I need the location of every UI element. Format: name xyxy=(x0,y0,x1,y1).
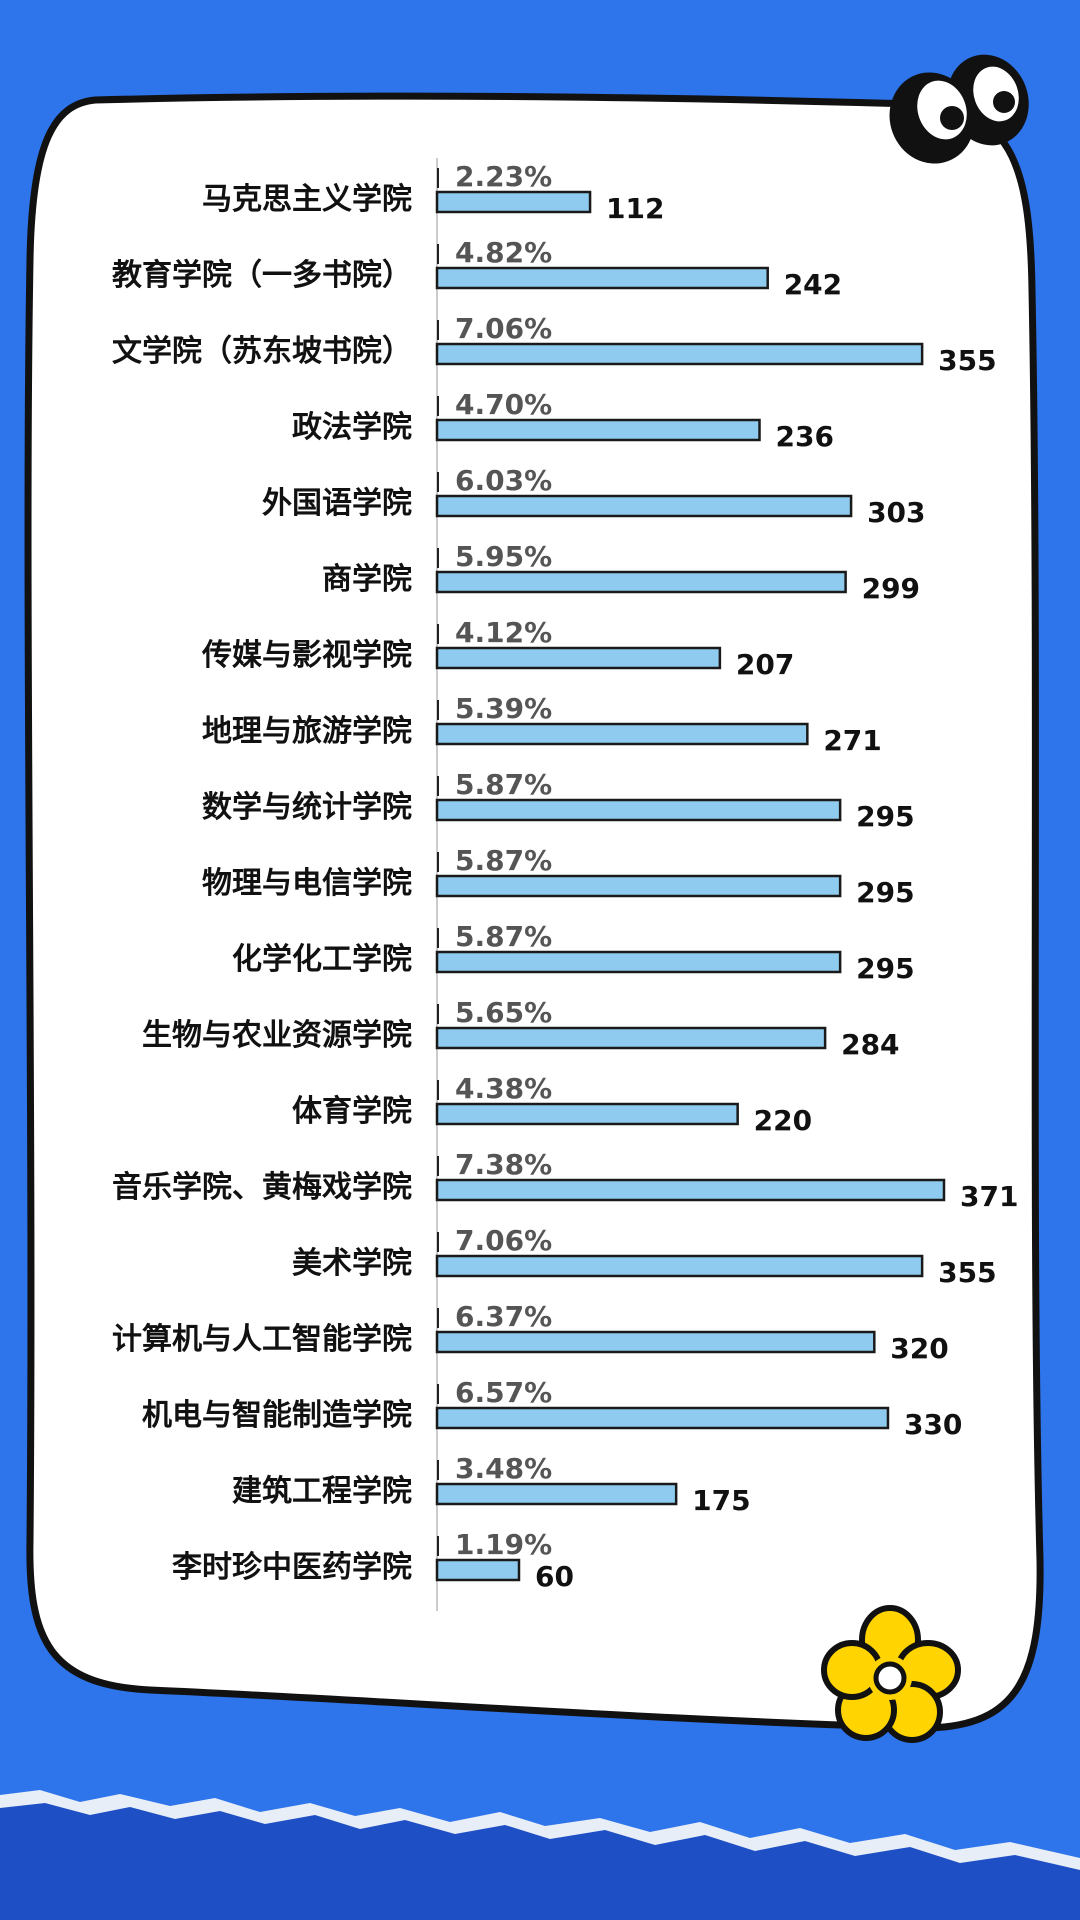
value-label: 220 xyxy=(754,1104,812,1137)
category-label: 李时珍中医药学院 xyxy=(172,1550,412,1585)
percentage-label: 6.57% xyxy=(455,1376,552,1409)
bar xyxy=(435,646,722,670)
value-label: 303 xyxy=(867,496,925,529)
percentage-label: 6.03% xyxy=(455,464,552,497)
bottom-band xyxy=(0,1803,1080,1920)
percentage-label: 5.65% xyxy=(455,996,552,1029)
value-label: 284 xyxy=(841,1028,899,1061)
bar xyxy=(435,950,842,974)
category-label: 音乐学院、黄梅戏学院 xyxy=(112,1170,412,1205)
value-label: 320 xyxy=(890,1332,948,1365)
category-label: 马克思主义学院 xyxy=(202,182,412,217)
bars-group: 马克思主义学院 2.23% 112 教育学院（一多书院） 4.82% 242 文学院（苏东坡… xyxy=(112,160,1018,1593)
value-label: 242 xyxy=(784,268,842,301)
category-label: 机电与智能制造学院 xyxy=(142,1398,412,1433)
category-label: 生物与农业资源学院 xyxy=(142,1018,412,1053)
percentage-label: 7.06% xyxy=(455,312,552,345)
category-label: 文学院（苏东坡书院） xyxy=(112,334,412,369)
percentage-label: 4.12% xyxy=(455,616,552,649)
bar xyxy=(435,190,592,214)
value-label: 271 xyxy=(823,724,881,757)
percentage-label: 5.39% xyxy=(455,692,552,725)
value-label: 295 xyxy=(856,800,914,833)
bar xyxy=(435,798,842,822)
value-label: 330 xyxy=(904,1408,962,1441)
value-label: 371 xyxy=(960,1180,1018,1213)
value-label: 355 xyxy=(938,344,996,377)
category-label: 美术学院 xyxy=(292,1246,412,1281)
bar xyxy=(435,1102,739,1126)
bar xyxy=(435,1558,521,1582)
percentage-label: 7.38% xyxy=(455,1148,552,1181)
bar xyxy=(435,1482,678,1506)
value-label: 112 xyxy=(606,192,664,225)
category-label: 商学院 xyxy=(322,562,412,597)
bar xyxy=(435,1406,890,1430)
bar xyxy=(435,418,761,442)
percentage-label: 7.06% xyxy=(455,1224,552,1257)
category-label: 化学化工学院 xyxy=(232,942,412,977)
bar xyxy=(435,1026,827,1050)
bar xyxy=(435,266,769,290)
value-label: 295 xyxy=(856,876,914,909)
value-label: 207 xyxy=(736,648,794,681)
percentage-label: 1.19% xyxy=(455,1528,552,1561)
category-label: 政法学院 xyxy=(292,410,412,445)
bar xyxy=(435,1254,924,1278)
category-label: 传媒与影视学院 xyxy=(201,638,412,673)
percentage-label: 2.23% xyxy=(455,160,552,193)
flower-icon xyxy=(821,1605,961,1743)
value-label: 236 xyxy=(776,420,834,453)
bar xyxy=(435,1330,876,1354)
category-label: 数学与统计学院 xyxy=(202,790,412,825)
percentage-label: 6.37% xyxy=(455,1300,552,1333)
category-label: 外国语学院 xyxy=(262,486,412,521)
value-label: 299 xyxy=(862,572,920,605)
bar xyxy=(435,1178,946,1202)
percentage-label: 5.95% xyxy=(455,540,552,573)
bar xyxy=(435,570,847,594)
percentage-label: 3.48% xyxy=(455,1452,552,1485)
bar xyxy=(435,494,853,518)
percentage-label: 5.87% xyxy=(455,844,552,877)
bar xyxy=(435,342,924,366)
category-label: 体育学院 xyxy=(292,1094,412,1129)
eyes-icon xyxy=(889,54,1029,164)
value-label: 175 xyxy=(692,1484,750,1517)
value-label: 60 xyxy=(535,1560,574,1593)
category-label: 教育学院（一多书院） xyxy=(112,258,412,293)
bar xyxy=(435,874,842,898)
category-label: 建筑工程学院 xyxy=(232,1474,412,1509)
percentage-label: 4.70% xyxy=(455,388,552,421)
category-label: 地理与旅游学院 xyxy=(202,714,412,749)
percentage-label: 4.38% xyxy=(455,1072,552,1105)
category-label: 计算机与人工智能学院 xyxy=(112,1322,412,1357)
percentage-label: 4.82% xyxy=(455,236,552,269)
value-label: 355 xyxy=(938,1256,996,1289)
percentage-label: 5.87% xyxy=(455,920,552,953)
category-label: 物理与电信学院 xyxy=(202,866,412,901)
bar xyxy=(435,722,809,746)
value-label: 295 xyxy=(856,952,914,985)
percentage-label: 5.87% xyxy=(455,768,552,801)
